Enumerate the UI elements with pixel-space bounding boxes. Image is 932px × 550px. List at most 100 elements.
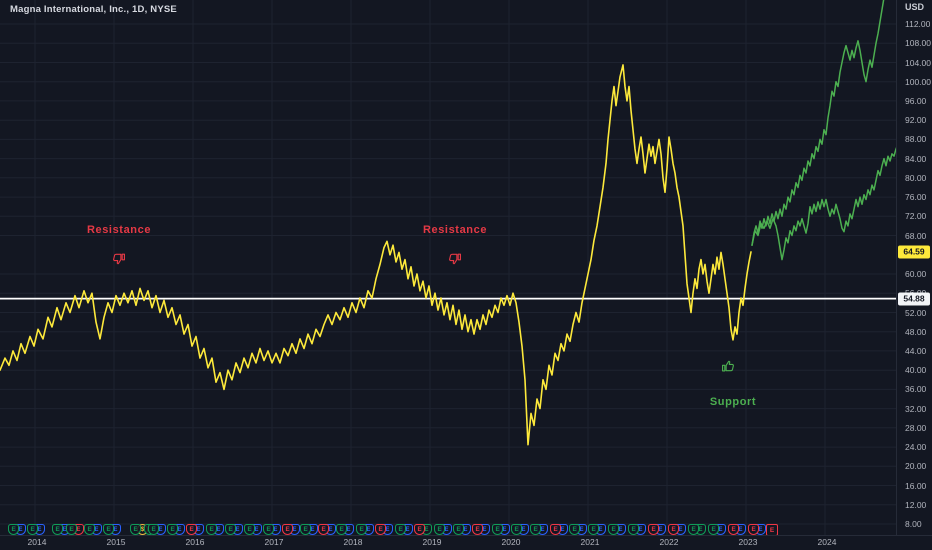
- support-label[interactable]: Support: [709, 396, 757, 408]
- year-tick-label: 2023: [738, 537, 758, 547]
- earnings-badge-icon: E: [648, 524, 659, 535]
- year-tick-label: 2022: [659, 537, 679, 547]
- year-tick-label: 2014: [27, 537, 47, 547]
- price-tick-label: 44.00: [905, 345, 927, 356]
- hline-price-label: 54.88: [898, 292, 930, 306]
- earnings-badge-icon: E: [167, 524, 178, 535]
- earnings-badge-icon: E: [608, 524, 619, 535]
- earnings-badge-icon: E: [282, 524, 293, 535]
- earnings-badge-icon: E: [148, 524, 159, 535]
- thumb-up-icon[interactable]: [721, 359, 736, 374]
- year-tick-label: 2024: [817, 537, 837, 547]
- price-tick-label: 28.00: [905, 422, 927, 433]
- year-tick-label: 2018: [343, 537, 363, 547]
- earnings-badge-icon: E: [130, 524, 141, 535]
- thumb-down-icon[interactable]: [448, 252, 463, 267]
- resistance-label-1[interactable]: Resistance: [86, 224, 152, 236]
- earnings-badge-icon: E: [492, 524, 503, 535]
- price-tick-label: 96.00: [905, 95, 927, 106]
- price-tick-label: 40.00: [905, 365, 927, 376]
- earnings-badge-icon: E: [356, 524, 367, 535]
- earnings-badge-icon: E: [8, 524, 19, 535]
- price-tick-label: 32.00: [905, 403, 927, 414]
- earnings-badge-icon: E: [472, 524, 483, 535]
- price-tick-label: 84.00: [905, 153, 927, 164]
- earnings-badge-icon: E: [748, 524, 759, 535]
- price-tick-label: 88.00: [905, 134, 927, 145]
- thumb-down-icon[interactable]: [112, 252, 127, 267]
- price-tick-label: 36.00: [905, 384, 927, 395]
- resistance-label-2[interactable]: Resistance: [422, 224, 488, 236]
- earnings-badge-icon: E: [569, 524, 580, 535]
- price-tick-label: 108.00: [905, 38, 931, 49]
- earnings-badge-icon: E: [588, 524, 599, 535]
- earnings-badge-icon: E: [434, 524, 445, 535]
- price-tick-label: 80.00: [905, 172, 927, 183]
- price-tick-label: 8.00: [905, 519, 922, 529]
- earnings-badge-icon: E: [414, 524, 425, 535]
- events-timeline-row: E E E E E E E E E E E E E $ E E E E E E E E E E E E E E E E E E E E E E E E E E…: [0, 524, 897, 537]
- price-tick-label: 76.00: [905, 192, 927, 203]
- earnings-badge-icon: E: [84, 524, 95, 535]
- year-tick-label: 2015: [106, 537, 126, 547]
- price-tick-label: 100.00: [905, 76, 931, 87]
- earnings-badge-icon: E: [550, 524, 561, 535]
- earnings-badge-icon: E: [52, 524, 63, 535]
- series-post-breakout-upper: [751, 0, 885, 246]
- series-price-history: [0, 64, 752, 446]
- earnings-badge-icon: E: [728, 524, 739, 535]
- currency-label: USD: [905, 2, 925, 12]
- price-scale[interactable]: USD 64.59 54.88 112.00 108.00 104.00 100.00…: [896, 0, 932, 536]
- earnings-badge-icon: E: [263, 524, 274, 535]
- last-price-label: 64.59: [898, 245, 930, 259]
- year-tick-label: 2017: [264, 537, 284, 547]
- price-tick-label: 60.00: [905, 269, 927, 279]
- year-tick-label: 2021: [580, 537, 600, 547]
- earnings-badge-icon: E: [453, 524, 464, 535]
- earnings-badge-icon: E: [244, 524, 255, 535]
- earnings-badge-icon: E: [186, 524, 197, 535]
- earnings-badge-icon: E: [206, 524, 217, 535]
- time-scale[interactable]: 2014 2015 2016 2017 2018 2019 2020 2021 2022 2023…: [0, 535, 932, 550]
- earnings-badge-icon: E: [511, 524, 522, 535]
